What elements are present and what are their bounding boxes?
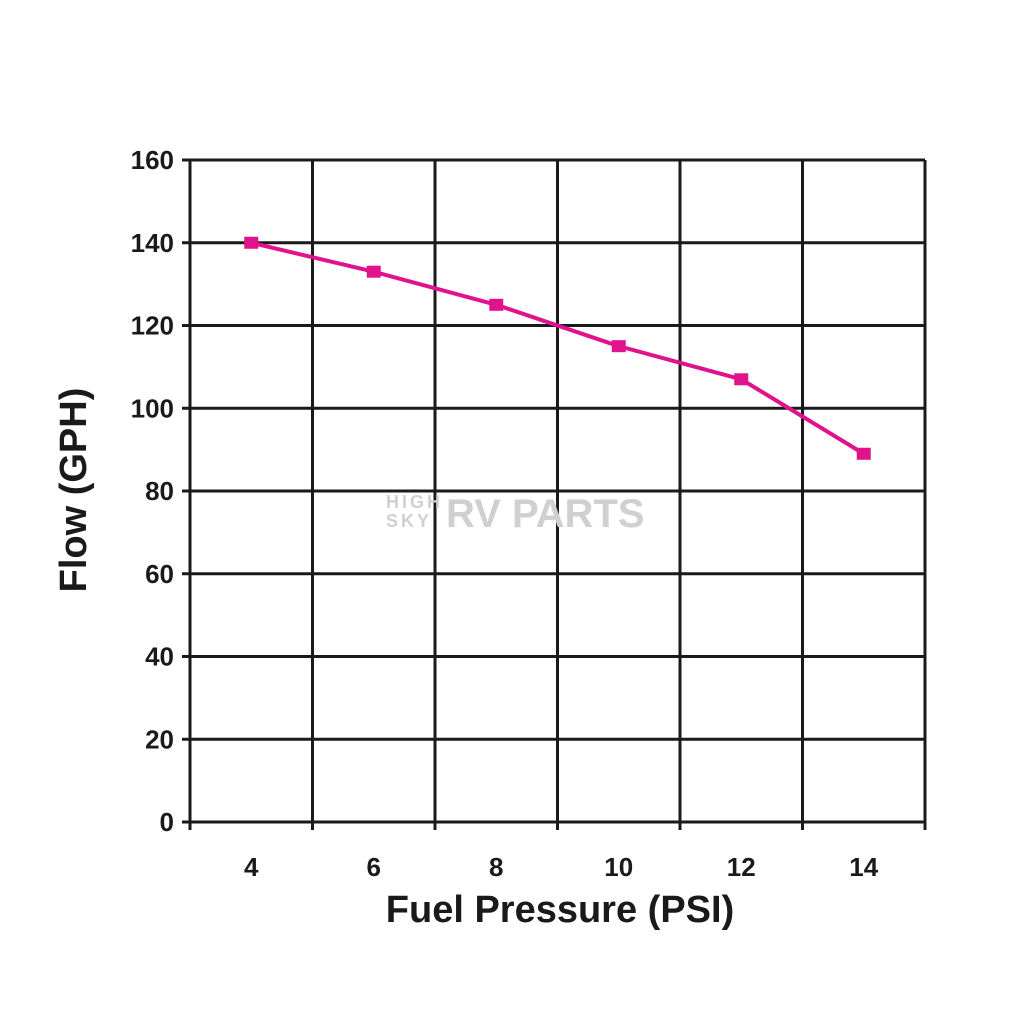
x-tick-label: 10 bbox=[604, 852, 633, 882]
x-tick-label: 4 bbox=[244, 852, 259, 882]
x-tick-label: 6 bbox=[367, 852, 381, 882]
y-tick-label: 100 bbox=[131, 393, 174, 423]
data-point bbox=[856, 447, 871, 460]
x-tick-label: 12 bbox=[727, 852, 756, 882]
tick-labels: 0 20 40 60 80 100 120 140 160 4 6 8 10 12 14 bbox=[131, 145, 879, 882]
y-tick-label: 80 bbox=[145, 476, 174, 506]
data-point bbox=[244, 236, 259, 249]
x-axis-title: Fuel Pressure (PSI) bbox=[386, 889, 734, 931]
y-tick-label: 40 bbox=[145, 642, 174, 672]
watermark: HIGH SKY RV PARTS bbox=[386, 492, 645, 536]
data-point bbox=[611, 340, 626, 353]
y-tick-label: 140 bbox=[131, 228, 174, 258]
series bbox=[244, 236, 871, 460]
y-tick-label: 60 bbox=[145, 559, 174, 589]
grid bbox=[182, 158, 927, 830]
data-point bbox=[489, 298, 504, 311]
series-line bbox=[250, 240, 865, 456]
x-tick-label: 14 bbox=[849, 852, 878, 882]
y-tick-label: 20 bbox=[145, 724, 174, 754]
watermark-sky: SKY bbox=[386, 511, 432, 531]
data-point bbox=[366, 265, 381, 278]
x-tick-label: 8 bbox=[489, 852, 503, 882]
watermark-high: HIGH bbox=[386, 492, 443, 512]
y-tick-label: 160 bbox=[131, 145, 174, 175]
y-axis-title: Flow (GPH) bbox=[53, 388, 95, 593]
y-tick-label: 120 bbox=[131, 311, 174, 341]
watermark-rv-parts: RV PARTS bbox=[446, 492, 645, 536]
data-point bbox=[734, 373, 749, 386]
y-tick-label: 0 bbox=[160, 807, 174, 837]
